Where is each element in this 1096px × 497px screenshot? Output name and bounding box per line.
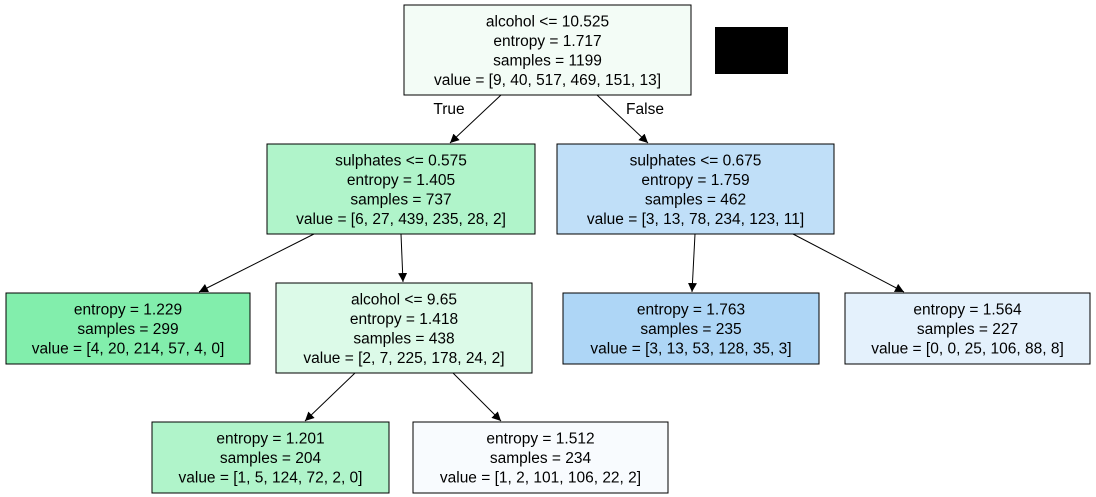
node-text-line: value = [6, 27, 439, 235, 28, 2]	[296, 211, 506, 228]
node-text-line: entropy = 1.759	[641, 172, 749, 189]
tree-node-n3: entropy = 1.229 samples = 299 value = [4, …	[5, 292, 251, 365]
node-text-line: value = [0, 0, 25, 106, 88, 8]	[871, 341, 1064, 358]
node-box	[5, 292, 251, 365]
node-box	[562, 292, 820, 365]
edge-label-false: False	[626, 101, 664, 118]
edges-layer: True False	[198, 94, 905, 422]
node-text-line: sulphates <= 0.675	[630, 152, 762, 169]
tree-node-root: alcohol <= 10.525 entropy = 1.717 samples …	[403, 4, 692, 96]
tree-node-n6: entropy = 1.564 samples = 227 value = [0, …	[844, 292, 1091, 365]
nodes-layer: alcohol <= 10.525 entropy = 1.717 samples …	[5, 4, 1091, 494]
edge-n2-n5	[687, 233, 697, 293]
node-text-line: value = [4, 20, 214, 57, 4, 0]	[32, 341, 225, 358]
edge-n1-n3	[198, 233, 315, 293]
node-text-line: value = [1, 5, 124, 72, 2, 0]	[179, 470, 363, 487]
node-text-line: samples = 299	[77, 321, 178, 338]
node-text-line: value = [3, 13, 53, 128, 35, 3]	[590, 341, 791, 358]
tree-node-n2: sulphates <= 0.675 entropy = 1.759 samples…	[556, 143, 835, 235]
tree-node-n7: entropy = 1.201 samples = 204 value = [1, …	[151, 421, 390, 494]
node-text-line: entropy = 1.405	[347, 172, 455, 189]
node-text-line: entropy = 1.564	[913, 302, 1022, 319]
node-box	[151, 421, 390, 494]
node-text-line: value = [2, 7, 225, 178, 24, 2]	[303, 350, 504, 367]
node-box	[412, 421, 669, 494]
node-text-line: alcohol <= 10.525	[486, 13, 609, 30]
edge-n2-n6	[792, 233, 905, 293]
redaction-box	[715, 27, 788, 74]
edge-n4-n8	[452, 372, 502, 422]
tree-node-n4: alcohol <= 9.65 entropy = 1.418 samples = …	[275, 282, 533, 374]
node-text-line: entropy = 1.201	[216, 431, 324, 448]
node-text-line: samples = 234	[490, 450, 592, 467]
tree-node-n8: entropy = 1.512 samples = 234 value = [1, …	[412, 421, 669, 494]
edge-n1-n4	[398, 233, 408, 283]
node-text-line: samples = 204	[220, 450, 322, 467]
tree-node-n1: sulphates <= 0.575 entropy = 1.405 samples…	[266, 143, 536, 235]
edge-label-true: True	[433, 101, 464, 118]
node-text-line: value = [3, 13, 78, 234, 123, 11]	[587, 211, 804, 228]
node-box	[844, 292, 1091, 365]
node-text-line: entropy = 1.229	[74, 302, 182, 319]
node-text-line: samples = 462	[645, 191, 746, 208]
node-text-line: value = [9, 40, 517, 469, 151, 13]	[434, 72, 661, 89]
node-text-line: value = [1, 2, 101, 106, 22, 2]	[440, 470, 641, 487]
node-text-line: samples = 737	[350, 191, 451, 208]
node-text-line: alcohol <= 9.65	[351, 291, 457, 308]
node-box	[275, 282, 533, 374]
node-box	[403, 4, 692, 96]
node-text-line: samples = 227	[917, 321, 1018, 338]
node-text-line: samples = 235	[640, 321, 741, 338]
node-text-line: entropy = 1.418	[350, 311, 458, 328]
node-text-line: samples = 438	[353, 330, 454, 347]
edge-root-n1	[449, 94, 502, 144]
tree-node-n5: entropy = 1.763 samples = 235 value = [3, …	[562, 292, 820, 365]
node-text-line: entropy = 1.763	[637, 302, 745, 319]
node-text-line: entropy = 1.717	[493, 33, 601, 50]
node-text-line: sulphates <= 0.575	[335, 152, 467, 169]
node-box	[266, 143, 536, 235]
node-text-line: entropy = 1.512	[486, 431, 594, 448]
edge-root-n2	[596, 94, 649, 144]
node-text-line: samples = 1199	[493, 52, 602, 69]
node-box	[556, 143, 835, 235]
edge-n4-n7	[304, 372, 356, 422]
